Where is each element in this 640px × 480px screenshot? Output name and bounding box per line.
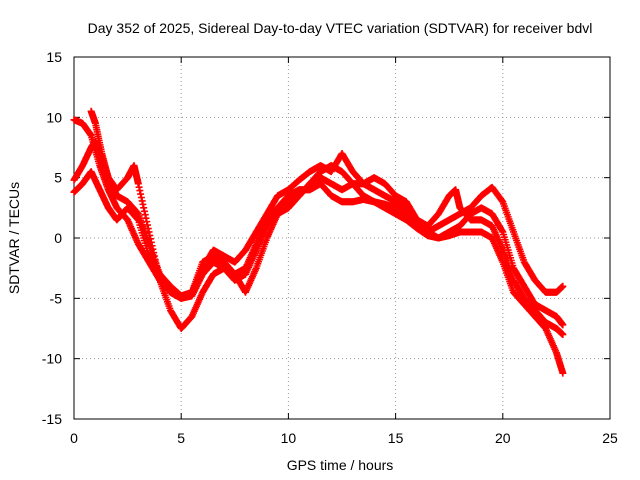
x-tick-label: 15 <box>388 430 404 446</box>
x-tick-label: 10 <box>281 430 297 446</box>
y-tick-label: -10 <box>42 351 62 367</box>
x-tick-label: 0 <box>70 430 78 446</box>
x-axis-label: GPS time / hours <box>287 457 394 473</box>
y-tick-label: 15 <box>46 49 62 65</box>
grid-lines <box>74 57 610 419</box>
chart-title: Day 352 of 2025, Sidereal Day-to-day VTE… <box>88 20 593 36</box>
data-point <box>559 331 567 339</box>
y-tick-label: 0 <box>54 230 62 246</box>
data-point <box>559 369 567 377</box>
y-axis-label: SDTVAR / TECUs <box>6 182 22 294</box>
y-tick-label: -15 <box>42 411 62 427</box>
data-points <box>70 107 567 377</box>
x-axis-ticks: 0 5 10 15 20 25 <box>70 57 618 446</box>
x-tick-label: 25 <box>602 430 618 446</box>
data-point <box>559 282 567 290</box>
y-tick-label: 10 <box>46 109 62 125</box>
x-tick-label: 20 <box>495 430 511 446</box>
x-tick-label: 5 <box>177 430 185 446</box>
data-point <box>559 321 567 329</box>
y-tick-label: 5 <box>54 170 62 186</box>
y-tick-label: -5 <box>50 290 63 306</box>
series-track-4 <box>87 107 567 339</box>
y-axis-ticks: 15 10 5 0 -5 -10 -15 <box>42 49 610 427</box>
